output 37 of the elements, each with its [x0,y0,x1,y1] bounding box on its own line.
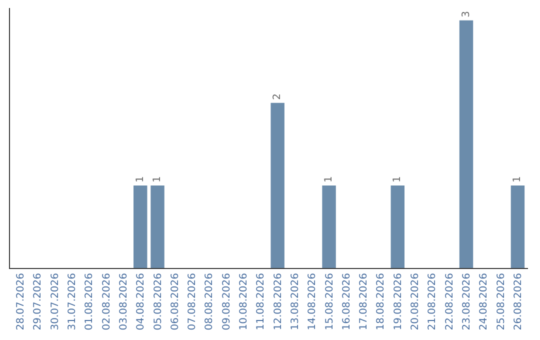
x-tick-label: 13.08.2026 [290,273,301,330]
x-tick-label: 03.08.2026 [118,273,130,330]
x-tick-label: 25.08.2026 [496,273,507,330]
x-tick-label: 23.08.2026 [462,273,472,330]
x-tick-label: 31.07.2026 [67,273,78,330]
x-tick-label: 14.08.2026 [307,273,318,330]
x-tick-label: 15.08.2026 [324,273,336,330]
x-tick-label: 29.07.2026 [32,273,44,330]
data-label: 1 [324,176,335,182]
x-tick-label: 17.08.2026 [358,273,370,330]
x-tick-label: 16.08.2026 [341,273,352,330]
x-tick-label: 11.08.2026 [256,273,267,330]
x-tick-label: 24.08.2026 [478,273,490,330]
x-tick-label: 21.08.2026 [427,273,438,330]
data-label: 3 [460,11,472,18]
x-tick-label: 22.08.2026 [444,273,456,330]
x-tick-label: 28.07.2026 [16,273,27,330]
x-tick-label: 18.08.2026 [376,273,387,330]
x-tick-label: 26.08.2026 [512,273,524,330]
x-tick-label: 12.08.2026 [272,273,284,330]
x-tick-label: 08.08.2026 [204,273,216,330]
x-tick-label: 19.08.2026 [392,273,404,330]
x-tick-label: 06.08.2026 [170,273,181,330]
x-tick-label: 07.08.2026 [187,273,198,330]
x-tick-label: 20.08.2026 [410,273,422,330]
x-tick-label: 05.08.2026 [152,273,164,330]
data-label: 1 [392,176,404,182]
x-tick-label: 01.08.2026 [84,273,96,330]
x-tick-label: 02.08.2026 [101,273,112,330]
data-label: 1 [152,176,164,182]
data-label: 2 [272,94,284,100]
data-label: 1 [512,176,524,182]
x-tick-label: 09.08.2026 [221,273,232,330]
data-label: 1 [134,176,146,182]
x-tick-label: 30.07.2026 [50,273,61,330]
x-tick-label: 04.08.2026 [136,273,147,330]
x-tick-label: 10.08.2026 [238,273,250,330]
